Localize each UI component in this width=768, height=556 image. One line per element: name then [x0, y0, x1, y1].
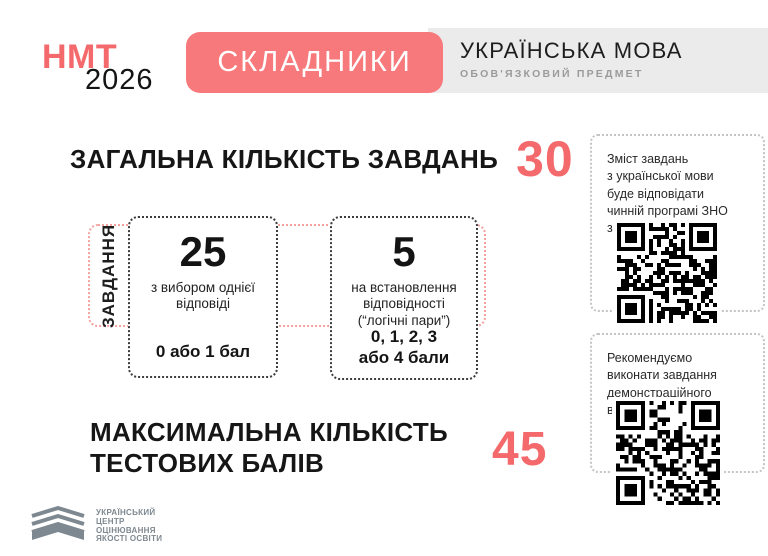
task-count: 25: [179, 228, 227, 275]
total-tasks-row: ЗАГАЛЬНА КІЛЬКІСТЬ ЗАВДАНЬ 30: [70, 130, 574, 188]
subject-title: УКРАЇНСЬКА МОВА: [460, 38, 683, 63]
qr-code-program: [613, 219, 721, 327]
max-score-label: МАКСИМАЛЬНА КІЛЬКІСТЬ ТЕСТОВИХ БАЛІВ: [90, 417, 448, 479]
task-description: з вибором однієї відповіді: [150, 280, 256, 312]
qr-code-image: [617, 223, 717, 323]
qr-code-demo: [612, 397, 724, 509]
subject-block: УКРАЇНСЬКА МОВА ОБОВ'ЯЗКОВИЙ ПРЕДМЕТ: [460, 38, 683, 81]
task-type-box-matching: 5 на встановлення відповідності (“логічн…: [330, 216, 478, 380]
components-badge: СКЛАДНИКИ: [186, 32, 443, 93]
nmt-logo-year: 2026: [85, 64, 154, 96]
total-tasks-value: 30: [516, 131, 574, 187]
nmt-logo: НМТ 2026: [42, 40, 154, 95]
ucqa-org-name: УКРАЇНСЬКИЙ ЦЕНТР ОЦІНЮВАННЯ ЯКОСТІ ОСВІ…: [96, 508, 163, 544]
header-subject-bar: [428, 28, 768, 93]
task-description: на встановлення відповідності (“логічні …: [351, 280, 457, 328]
task-count: 5: [392, 228, 416, 275]
task-score: 0 або 1 бал: [155, 341, 251, 361]
nmt-logo-title: НМТ: [42, 38, 118, 76]
total-tasks-label: ЗАГАЛЬНА КІЛЬКІСТЬ ЗАВДАНЬ: [70, 143, 499, 174]
max-score-value: 45: [492, 423, 548, 476]
task-type-box-single-choice: 25 з вибором однієї відповіді 0 або 1 ба…: [128, 216, 278, 378]
subject-note: ОБОВ'ЯЗКОВИЙ ПРЕДМЕТ: [460, 68, 644, 80]
task-score: 0, 1, 2, 3 або 4 бали: [358, 327, 450, 367]
tasks-axis-label: ЗАВДАННЯ: [99, 223, 118, 328]
ucqa-book-logo-icon: [31, 506, 85, 540]
tasks-group-outline: [88, 224, 486, 327]
qr-code-image: [616, 401, 720, 505]
